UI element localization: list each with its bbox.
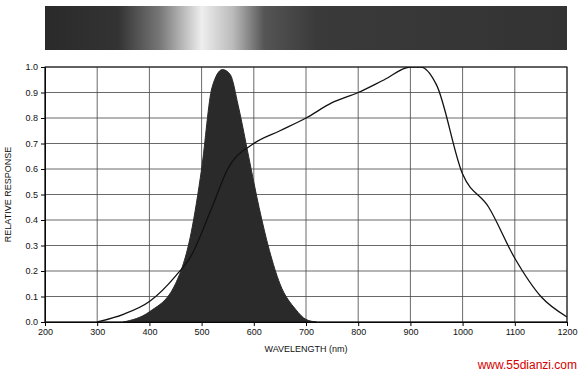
x-tick: 900 — [403, 322, 418, 337]
y-tick: 0.6 — [25, 164, 45, 174]
x-tick: 1000 — [453, 322, 473, 337]
y-tick: 1.0 — [25, 62, 45, 72]
chart: 2003004005006007008009001000110012000.00… — [0, 0, 581, 375]
plot-frame — [45, 67, 567, 322]
x-tick: 300 — [90, 322, 105, 337]
spectrum-strip — [45, 6, 567, 50]
y-tick-label: 0.7 — [25, 139, 38, 149]
grid-line-y — [45, 220, 567, 221]
x-tick-label: 1000 — [453, 327, 473, 337]
y-tick: 0.0 — [25, 317, 45, 327]
x-tick: 1200 — [557, 322, 577, 337]
x-tick: 600 — [247, 322, 262, 337]
y-tick-label: 0.5 — [25, 190, 38, 200]
y-axis: 0.0 0.1 0.2 0.3 0.4 0.5 0.6 0.7 0.8 0.9 1.0 — [25, 62, 45, 327]
x-tick: 1100 — [506, 322, 525, 337]
x-tick-mark — [306, 322, 307, 326]
y-tick-mark — [41, 67, 45, 68]
y-tick-mark — [41, 169, 45, 170]
x-tick: 500 — [195, 322, 210, 337]
x-tick-mark — [254, 322, 255, 326]
y-tick-label: 0.1 — [25, 292, 38, 302]
x-tick-label: 200 — [38, 327, 53, 337]
grid-line-y — [45, 92, 567, 93]
y-tick-mark — [41, 118, 45, 119]
x-tick-label: 500 — [195, 327, 210, 337]
y-axis-title: RELATIVE RESPONSE — [3, 147, 13, 242]
y-tick-mark — [41, 246, 45, 247]
y-tick: 0.1 — [25, 292, 45, 302]
grid-line-y — [45, 296, 567, 297]
x-axis-line — [46, 323, 568, 327]
grid-line-y — [45, 245, 567, 246]
y-tick-mark — [41, 297, 45, 298]
x-tick-mark — [202, 322, 203, 326]
y-tick-mark — [41, 271, 45, 272]
y-tick-label: 1.0 — [25, 62, 38, 72]
x-tick-mark — [463, 322, 464, 326]
x-tick-label: 700 — [299, 327, 314, 337]
x-tick-label: 600 — [247, 327, 262, 337]
y-tick-mark — [41, 144, 45, 145]
x-tick-mark — [97, 322, 98, 326]
y-tick: 0.3 — [25, 241, 45, 251]
y-tick: 0.7 — [25, 139, 45, 149]
x-tick-mark — [358, 322, 359, 326]
y-tick-label: 0.0 — [25, 317, 38, 327]
x-tick-label: 900 — [403, 327, 418, 337]
plot-area — [97, 67, 567, 322]
x-axis: 200 300 400 500 600 700 800 900 1000 1100 1200 — [38, 322, 578, 337]
y-tick-mark — [41, 195, 45, 196]
x-tick-mark — [567, 322, 568, 326]
response-line — [97, 67, 567, 322]
x-tick-label: 1100 — [506, 327, 525, 337]
y-tick-label: 0.2 — [25, 266, 38, 276]
x-tick-label: 1200 — [557, 327, 577, 337]
y-tick-label: 0.8 — [25, 113, 38, 123]
y-tick-label: 0.3 — [25, 241, 38, 251]
x-tick-label: 800 — [351, 327, 366, 337]
y-tick-label: 0.9 — [25, 88, 38, 98]
grid-line-y — [45, 194, 567, 195]
grid-line-y — [45, 271, 567, 272]
y-tick-label: 0.4 — [25, 215, 38, 225]
y-tick-mark — [41, 93, 45, 94]
x-axis-title: WAVELENGTH (nm) — [264, 344, 347, 354]
x-tick: 200 — [38, 322, 53, 337]
y-tick: 0.9 — [25, 88, 45, 98]
y-tick: 0.5 — [25, 190, 45, 200]
grid-line-y — [45, 143, 567, 144]
x-tick-mark — [149, 322, 150, 326]
watermark: www.55dianzi.com — [477, 358, 577, 372]
grid-line-y — [45, 169, 567, 170]
x-tick-label: 400 — [142, 327, 157, 337]
y-tick: 0.2 — [25, 266, 45, 276]
grid — [45, 67, 567, 322]
x-tick: 400 — [142, 322, 157, 337]
x-tick: 700 — [299, 322, 314, 337]
x-tick-label: 300 — [90, 327, 105, 337]
x-tick: 800 — [351, 322, 366, 337]
y-tick-mark — [41, 322, 45, 323]
x-tick-mark — [410, 322, 411, 326]
response-area — [123, 70, 316, 322]
x-tick-mark — [515, 322, 516, 326]
y-tick-label: 0.6 — [25, 164, 38, 174]
y-tick: 0.8 — [25, 113, 45, 123]
y-tick: 0.4 — [25, 215, 45, 225]
y-tick-mark — [41, 220, 45, 221]
